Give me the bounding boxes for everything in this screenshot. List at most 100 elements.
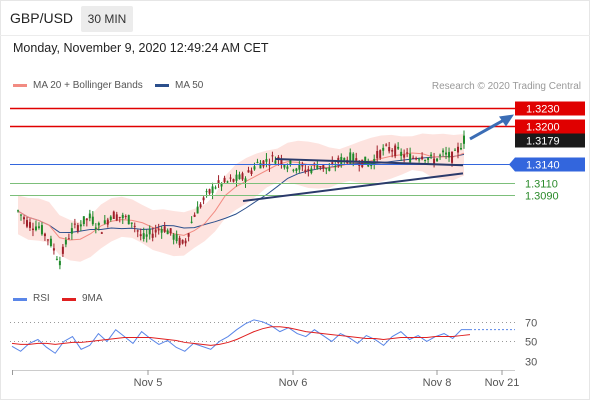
candle-body [349, 152, 352, 164]
candle-body [184, 240, 187, 244]
candle-body [136, 230, 139, 232]
candle-body [82, 216, 85, 225]
x-tick-label: Nov 5 [134, 377, 163, 389]
candle-body [106, 219, 109, 225]
credit-text: Research © 2020 Trading Central [431, 81, 581, 92]
candle-body [457, 146, 460, 153]
candle-body [238, 174, 241, 180]
last-price-bg [515, 133, 585, 148]
candle-body [148, 229, 151, 235]
candle-body [301, 164, 304, 167]
candle-body [160, 229, 163, 233]
candle-body [283, 164, 286, 168]
candle-body [157, 229, 160, 231]
candle-body [100, 232, 103, 234]
candle-body [343, 157, 346, 162]
candle-body [214, 187, 217, 189]
candle-body [208, 189, 211, 194]
candle-body [328, 167, 331, 171]
candle-body [361, 159, 364, 167]
candle-body [58, 261, 61, 266]
candle-body [85, 218, 88, 221]
x-tick-label: Nov 6 [279, 377, 308, 389]
ma50-legend-label: MA 50 [175, 80, 204, 91]
candle-body [445, 152, 448, 155]
candle-body [61, 246, 64, 254]
candle-body [70, 228, 73, 234]
candle-body [250, 170, 253, 175]
candle-body [382, 147, 385, 151]
candle-body [46, 239, 49, 241]
lower-trendline [242, 172, 464, 202]
candle-body [133, 225, 136, 227]
target-arrow-head [499, 114, 514, 127]
candle-body [37, 226, 40, 228]
candle-body [271, 155, 274, 157]
candle-body [127, 215, 130, 225]
candle-body [226, 181, 229, 183]
candle-body [358, 164, 361, 167]
candle-body [415, 158, 418, 160]
candle-body [169, 228, 172, 234]
candle-body [436, 158, 439, 162]
candle-body [91, 216, 94, 225]
candle-body [43, 233, 46, 237]
last-price-label: 1.3179 [526, 136, 560, 148]
candle-body [49, 238, 52, 247]
rsi-legend-swatch [13, 298, 27, 301]
candle-body [235, 174, 238, 181]
candle-body [211, 186, 214, 194]
candle-body [151, 233, 154, 238]
candle-body [400, 151, 403, 156]
candle-body [232, 179, 235, 182]
candle-body [397, 146, 400, 149]
candle-body [199, 204, 202, 208]
ma50-line [17, 153, 465, 233]
candle-body [253, 166, 256, 170]
candle-body [412, 157, 415, 159]
candle-body [52, 248, 55, 251]
candle-body [64, 239, 67, 245]
candle-body [205, 191, 208, 193]
candle-body [154, 229, 157, 233]
candle-body [31, 228, 34, 231]
candle-body [19, 214, 22, 216]
candle-body [379, 150, 382, 158]
candle-body [88, 213, 91, 219]
candle-body [79, 224, 82, 227]
candle-body [178, 237, 181, 246]
candle-body [142, 233, 145, 239]
candle-body [175, 234, 178, 242]
candle-body [364, 156, 367, 165]
rsi-tick-70: 70 [525, 318, 537, 330]
x-tick-label: Nov 8 [423, 377, 452, 389]
upper-trendline [274, 157, 464, 167]
ma50-legend-swatch [155, 84, 169, 87]
candle-body [17, 210, 19, 212]
rsi-ma-line [11, 326, 471, 346]
candle-body [418, 159, 421, 161]
candle-body [40, 225, 43, 235]
candle-body [421, 156, 424, 160]
candle-body [109, 216, 112, 220]
candle-body [172, 234, 175, 240]
candle-body [163, 226, 166, 232]
candle-body [304, 169, 307, 173]
candle-body [265, 159, 268, 162]
timeframe-button[interactable]: 30 MIN [81, 6, 133, 32]
candle-body [115, 214, 118, 221]
rsi-legend-label: RSI [33, 293, 50, 304]
ma20-legend-swatch [13, 84, 27, 87]
candle-body [145, 234, 148, 237]
datetime-label: Monday, November 9, 2020 12:49:24 AM CET [13, 41, 269, 55]
candle-body [451, 151, 454, 163]
candle-body [94, 227, 97, 229]
support-label-1.3110: 1.3110 [525, 179, 558, 191]
candle-body [166, 230, 169, 235]
candle-body [391, 150, 394, 152]
resistance-label-bg-1.3200 [515, 119, 585, 134]
candle-body [331, 162, 334, 165]
candle-body [55, 258, 58, 260]
candle-body [112, 211, 115, 219]
candle-body [385, 144, 388, 146]
